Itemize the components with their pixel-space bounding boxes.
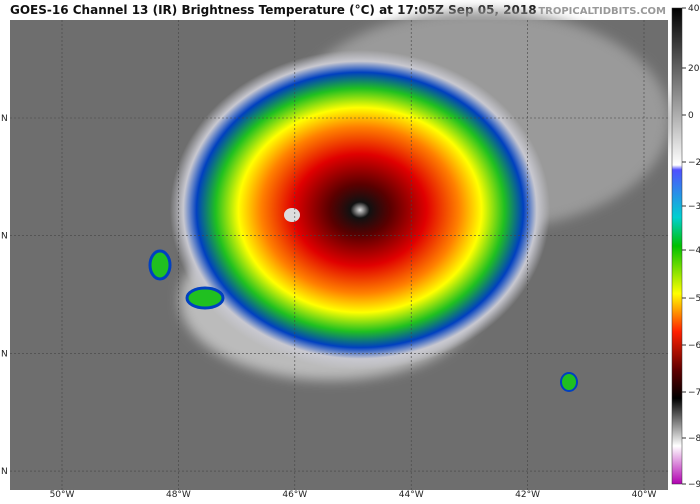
colorbar-label: −70 xyxy=(688,388,700,398)
colorbar-label: −60 xyxy=(688,341,700,351)
longitude-label: 46°W xyxy=(282,490,307,500)
colorbar-label: −50 xyxy=(688,294,700,304)
longitude-label: 50°W xyxy=(50,490,75,500)
colorbar-label: 20 xyxy=(688,64,700,74)
latitude-label: N xyxy=(1,114,8,124)
longitude-label: 44°W xyxy=(399,490,424,500)
eye xyxy=(284,208,300,222)
colorbar xyxy=(671,7,683,485)
colorbar-label: −40 xyxy=(688,246,700,256)
cloud-cell xyxy=(185,286,225,310)
colorbar-label: −80 xyxy=(688,434,700,444)
colorbar-label: 40 xyxy=(688,4,700,14)
latitude-label: N xyxy=(1,349,8,359)
longitude-label: 42°W xyxy=(515,490,540,500)
watermark: TROPICALTIDBITS.COM xyxy=(538,6,666,17)
latitude-label: N xyxy=(1,467,8,477)
hurricane xyxy=(170,50,550,370)
colorbar-label: −20 xyxy=(688,158,700,168)
colorbar-label: 0 xyxy=(688,111,694,121)
title: GOES-16 Channel 13 (IR) Brightness Tempe… xyxy=(10,3,537,17)
longitude-label: 40°W xyxy=(632,490,657,500)
cloud-cell xyxy=(148,249,172,281)
latitude-label: N xyxy=(1,232,8,242)
colorbar-label: −90 xyxy=(688,480,700,490)
graticule xyxy=(10,20,668,490)
longitude-label: 48°W xyxy=(166,490,191,500)
colorbar-label: −30 xyxy=(688,202,700,212)
cloud-cell xyxy=(560,372,578,392)
